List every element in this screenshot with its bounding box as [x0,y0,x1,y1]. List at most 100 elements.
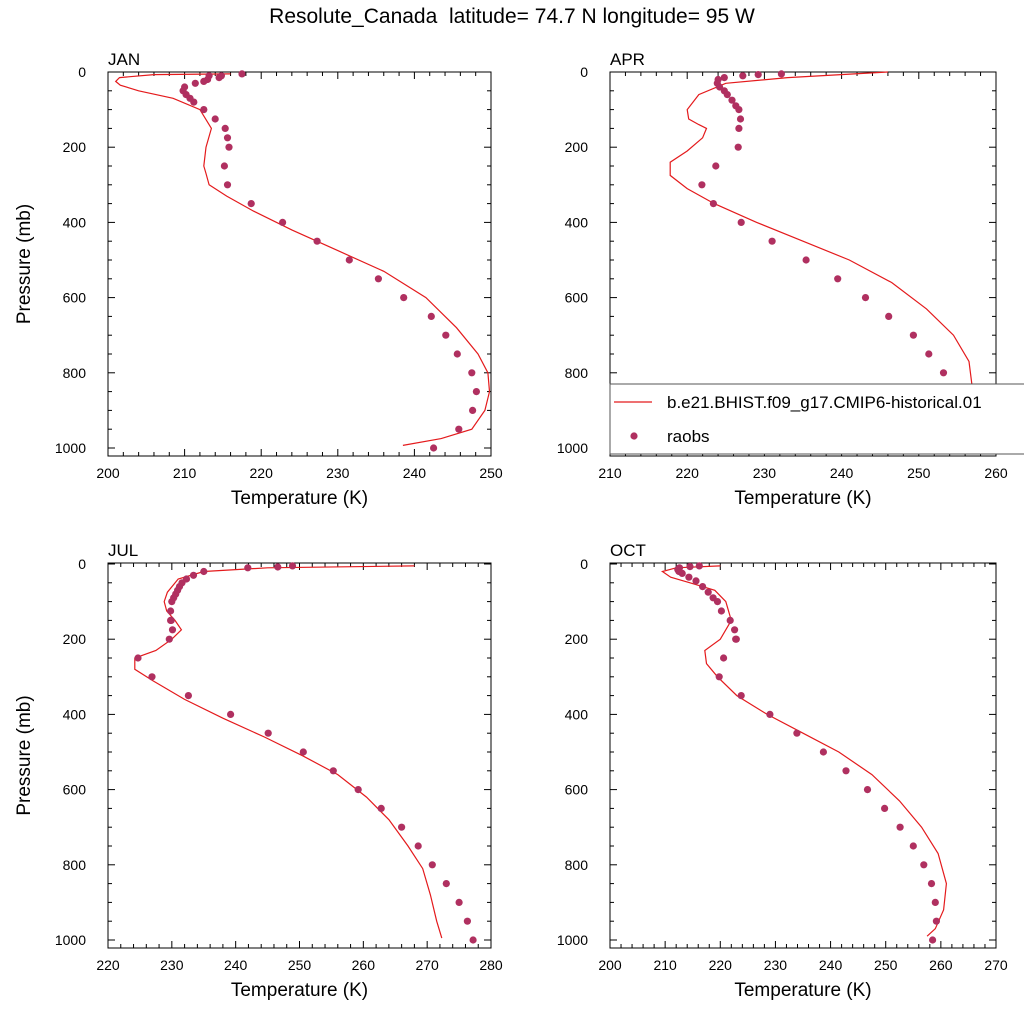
raobs-point [400,294,408,302]
raobs-point [863,786,872,794]
raobs-point [184,692,192,700]
raobs-point [205,72,213,80]
raobs-point [734,143,742,151]
raobs-point [842,767,850,775]
raobs-point [221,124,229,132]
raobs-point [735,124,743,132]
raobs-point [167,616,175,625]
legend: b.e21.BHIST.f09_g17.CMIP6-historical.01r… [609,383,1024,455]
y-tick-label: 0 [580,64,588,80]
raobs-point [168,598,176,606]
panel-oct: OCT 200 210 220 230 240 250 260 270 0 200 400 600 800… [557,541,1008,1001]
raobs-point [909,331,918,339]
raobs-point [274,563,282,571]
x-tick-label: 240 [830,465,854,481]
raobs-point [699,583,707,591]
x-axis-label: Temperature (K) [734,980,871,1001]
raobs-point [215,74,223,82]
y-axis-label: Pressure (mb) [14,204,35,324]
raobs-point [468,369,476,377]
y-tick-label: 400 [63,214,87,230]
x-tick-label: 220 [709,957,733,973]
raobs-point [247,200,255,208]
raobs-point [713,598,722,606]
raobs-point [189,571,198,579]
x-tick-label: 250 [288,957,312,973]
raobs-point [220,162,228,170]
panel-label: OCT [610,541,646,560]
raobs-point [442,331,450,339]
panel-label: APR [610,50,645,69]
raobs-point [354,786,362,794]
raobs-point [819,748,828,756]
panel-label: JAN [108,50,140,69]
y-tick-label: 200 [63,631,87,647]
raobs-point [715,673,723,681]
raobs-point [430,444,438,452]
raobs-point [469,936,477,944]
y-tick-label: 400 [63,706,87,722]
raobs-point [134,654,142,662]
raobs-point [728,96,736,104]
panel-jul: JUL 220 230 240 250 260 270 280 0 200 400 600 800 100… [14,541,503,1001]
raobs-point [768,237,776,245]
raobs-point [927,880,936,888]
legend-box [609,383,1024,455]
raobs-point [881,804,889,813]
raobs-point [737,218,745,226]
x-tick-label: 260 [352,957,376,973]
raobs-point [720,654,728,662]
raobs-point [200,77,208,85]
raobs-point [223,134,232,142]
raobs-point [211,115,219,123]
raobs-point [739,72,747,80]
raobs-point [695,562,703,570]
x-tick-label: 210 [173,465,197,481]
raobs-point [428,861,436,869]
y-tick-label: 200 [565,139,589,155]
x-tick-label: 230 [160,957,184,973]
raobs-point [190,98,198,106]
x-tick-label: 270 [415,957,439,973]
y-tick-label: 1000 [557,932,588,948]
raobs-point [279,218,287,226]
raobs-point [717,607,726,615]
x-tick-label: 200 [96,465,120,481]
raobs-point [453,350,461,358]
x-tick-label: 210 [653,957,677,973]
raobs-point [736,115,745,123]
y-tick-label: 800 [565,365,589,381]
raobs-point [200,106,208,114]
raobs-point [398,823,406,831]
raobs-point [227,710,235,719]
raobs-point [735,106,743,114]
x-tick-label: 200 [598,957,622,973]
raobs-point [329,767,337,775]
y-tick-label: 600 [565,782,589,798]
raobs-point [929,936,937,944]
y-tick-label: 0 [78,64,86,80]
raobs-point [200,567,208,576]
raobs-point [712,162,720,170]
raobs-point [777,70,786,78]
raobs-point [793,729,801,737]
model-profile-line [134,565,443,939]
legend-model-label: b.e21.BHIST.f09_g17.CMIP6-historical.01 [667,393,982,412]
raobs-point [299,748,307,756]
x-tick-label: 210 [598,465,622,481]
raobs-point [678,569,686,578]
raobs-point [264,729,272,737]
raobs-point [909,842,917,850]
plot-frame [609,71,997,457]
plot-frame [107,562,492,949]
raobs-point [168,626,177,634]
raobs-point [167,607,175,615]
raobs-point [896,823,904,831]
raobs-point [685,573,693,581]
raobs-point [802,256,810,264]
y-tick-label: 200 [565,631,589,647]
x-tick-label: 250 [479,465,503,481]
x-tick-label: 280 [479,957,503,973]
model-profile-line [114,73,491,446]
